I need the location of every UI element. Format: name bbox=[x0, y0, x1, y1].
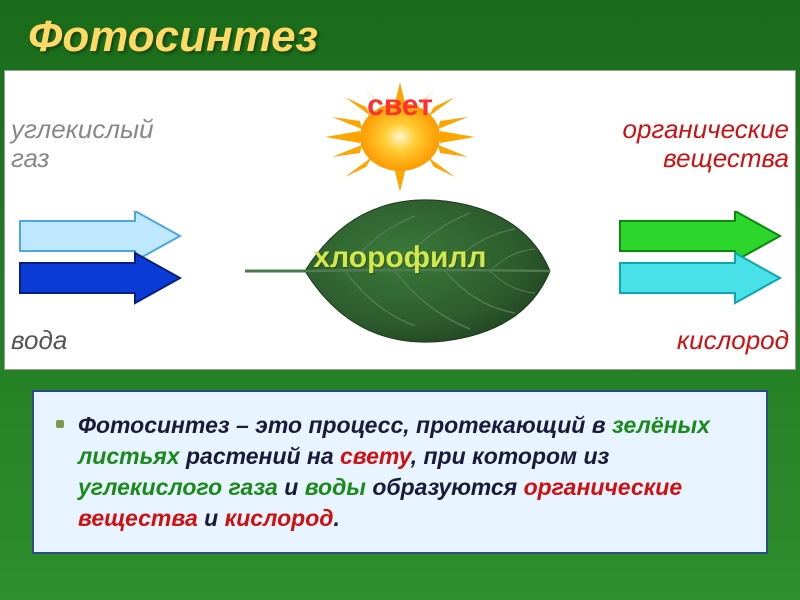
definition-span: свету bbox=[340, 443, 411, 469]
diagram-panel: свет хлорофилл углекислый г bbox=[4, 70, 796, 370]
output-organic-label: органические вещества bbox=[623, 115, 790, 172]
organic-line1: органические bbox=[623, 115, 790, 144]
definition-text: Фотосинтез – это процесс, протекающий в … bbox=[78, 410, 744, 534]
output-arrows bbox=[615, 211, 785, 311]
input-co2-label: углекислый газ bbox=[11, 115, 154, 172]
organic-arrow-icon bbox=[620, 211, 780, 261]
input-arrows bbox=[15, 211, 185, 311]
oxygen-arrow-icon bbox=[620, 253, 780, 303]
definition-span: Фотосинтез – это процесс, протекающий в bbox=[78, 412, 612, 438]
definition-span: , при котором из bbox=[411, 443, 610, 469]
definition-panel: Фотосинтез – это процесс, протекающий в … bbox=[32, 390, 768, 554]
co2-line2: газ bbox=[11, 144, 154, 173]
definition-span: углекислого газа bbox=[78, 474, 278, 500]
output-oxygen-label: кислород bbox=[677, 325, 789, 356]
definition-span: и bbox=[278, 474, 305, 500]
leaf-label: хлорофилл bbox=[313, 241, 486, 275]
definition-span: образуются bbox=[366, 474, 524, 500]
organic-line2: вещества bbox=[623, 144, 790, 173]
co2-line1: углекислый bbox=[11, 115, 154, 144]
sun-label: свет bbox=[367, 89, 433, 123]
definition-span: . bbox=[333, 505, 339, 531]
definition-span: воды bbox=[305, 474, 366, 500]
definition-span: растений на bbox=[180, 443, 340, 469]
input-water-label: вода bbox=[11, 325, 67, 356]
definition-span: и bbox=[198, 505, 225, 531]
definition-span: кислород bbox=[225, 505, 334, 531]
co2-arrow-icon bbox=[20, 211, 180, 261]
water-arrow-icon bbox=[20, 253, 180, 303]
slide-title: Фотосинтез bbox=[0, 0, 800, 70]
bullet-icon bbox=[56, 420, 64, 428]
